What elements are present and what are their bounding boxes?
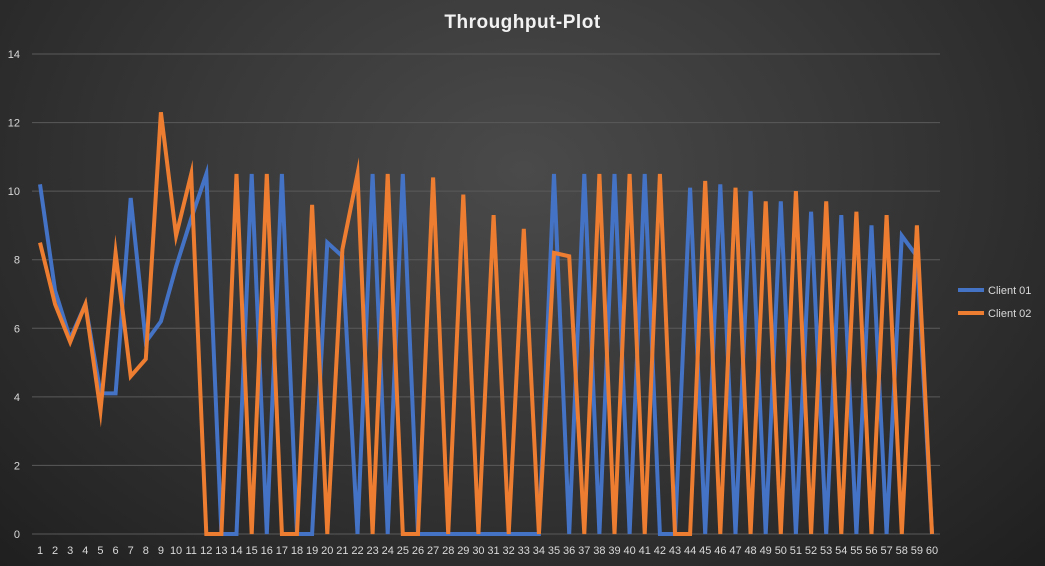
- x-tick-label: 49: [760, 545, 772, 557]
- legend-label: Client 02: [988, 308, 1031, 320]
- x-tick-label: 22: [351, 545, 363, 557]
- series-line-2: [38, 112, 934, 536]
- series-line-1: [38, 163, 934, 536]
- x-tick-label: 29: [457, 545, 469, 557]
- x-tick-label: 31: [487, 545, 499, 557]
- y-tick-label: 6: [14, 323, 20, 335]
- y-axis-tick-labels: 0 2 4 6 8 10 12 14: [8, 49, 20, 541]
- x-tick-label: 27: [427, 545, 439, 557]
- x-tick-label: 26: [412, 545, 424, 557]
- x-tick-label: 9: [158, 545, 164, 557]
- y-tick-label: 0: [14, 529, 20, 541]
- y-tick-label: 8: [14, 255, 20, 267]
- x-tick-label: 47: [729, 545, 741, 557]
- x-tick-label: 44: [684, 545, 696, 557]
- x-tick-label: 25: [397, 545, 409, 557]
- y-tick-label: 12: [8, 118, 20, 130]
- x-tick-label: 33: [518, 545, 530, 557]
- x-tick-label: 36: [563, 545, 575, 557]
- x-tick-label: 11: [185, 545, 196, 557]
- x-tick-label: 16: [261, 545, 273, 557]
- x-tick-label: 42: [654, 545, 666, 557]
- x-tick-label: 30: [472, 545, 484, 557]
- x-tick-label: 4: [82, 545, 88, 557]
- x-tick-label: 8: [143, 545, 149, 557]
- chart-title: Throughput-Plot: [444, 12, 601, 33]
- x-tick-label: 19: [306, 545, 318, 557]
- y-tick-label: 10: [8, 186, 20, 198]
- x-tick-label: 14: [230, 545, 242, 557]
- x-tick-label: 43: [669, 545, 681, 557]
- x-tick-label: 15: [246, 545, 258, 557]
- legend: Client 01 Client 02: [958, 285, 1031, 320]
- x-tick-label: 18: [291, 545, 303, 557]
- x-tick-label: 12: [200, 545, 212, 557]
- x-tick-label: 53: [820, 545, 832, 557]
- x-tick-label: 54: [835, 545, 847, 557]
- x-tick-label: 41: [639, 545, 651, 557]
- x-tick-label: 20: [321, 545, 333, 557]
- x-tick-label: 59: [911, 545, 923, 557]
- x-tick-label: 37: [578, 545, 590, 557]
- x-tick-label: 50: [775, 545, 787, 557]
- x-tick-label: 23: [366, 545, 378, 557]
- x-tick-label: 24: [382, 545, 394, 557]
- x-tick-label: 46: [714, 545, 726, 557]
- x-tick-label: 35: [548, 545, 560, 557]
- x-tick-label: 57: [881, 545, 893, 557]
- x-tick-label: 5: [97, 545, 103, 557]
- x-axis-tick-labels: 1 2 3 4 5 6 7 8 9 10 11 12 13 14 15 16 17 18 19 20 21 22 23 24 2…: [37, 545, 938, 557]
- x-tick-label: 52: [805, 545, 817, 557]
- x-tick-label: 39: [608, 545, 620, 557]
- x-tick-label: 10: [170, 545, 182, 557]
- x-tick-label: 34: [533, 545, 545, 557]
- x-tick-label: 45: [699, 545, 711, 557]
- x-tick-label: 17: [276, 545, 288, 557]
- x-tick-label: 32: [503, 545, 515, 557]
- x-tick-label: 60: [926, 545, 938, 557]
- x-tick-label: 58: [896, 545, 908, 557]
- legend-label: Client 01: [988, 285, 1031, 297]
- x-tick-label: 6: [113, 545, 119, 557]
- x-tick-label: 40: [624, 545, 636, 557]
- y-tick-label: 4: [14, 392, 20, 404]
- x-tick-label: 55: [850, 545, 862, 557]
- y-tick-label: 14: [8, 49, 20, 61]
- x-tick-label: 1: [37, 545, 43, 557]
- x-tick-label: 56: [865, 545, 877, 557]
- x-tick-label: 38: [593, 545, 605, 557]
- x-tick-label: 28: [442, 545, 454, 557]
- series-lines: [38, 112, 934, 536]
- x-tick-label: 51: [790, 545, 802, 557]
- x-tick-label: 48: [744, 545, 756, 557]
- x-tick-label: 3: [67, 545, 73, 557]
- x-tick-label: 2: [52, 545, 58, 557]
- x-tick-label: 7: [128, 545, 134, 557]
- y-tick-label: 2: [14, 460, 20, 472]
- x-tick-label: 13: [215, 545, 227, 557]
- x-tick-label: 21: [336, 545, 348, 557]
